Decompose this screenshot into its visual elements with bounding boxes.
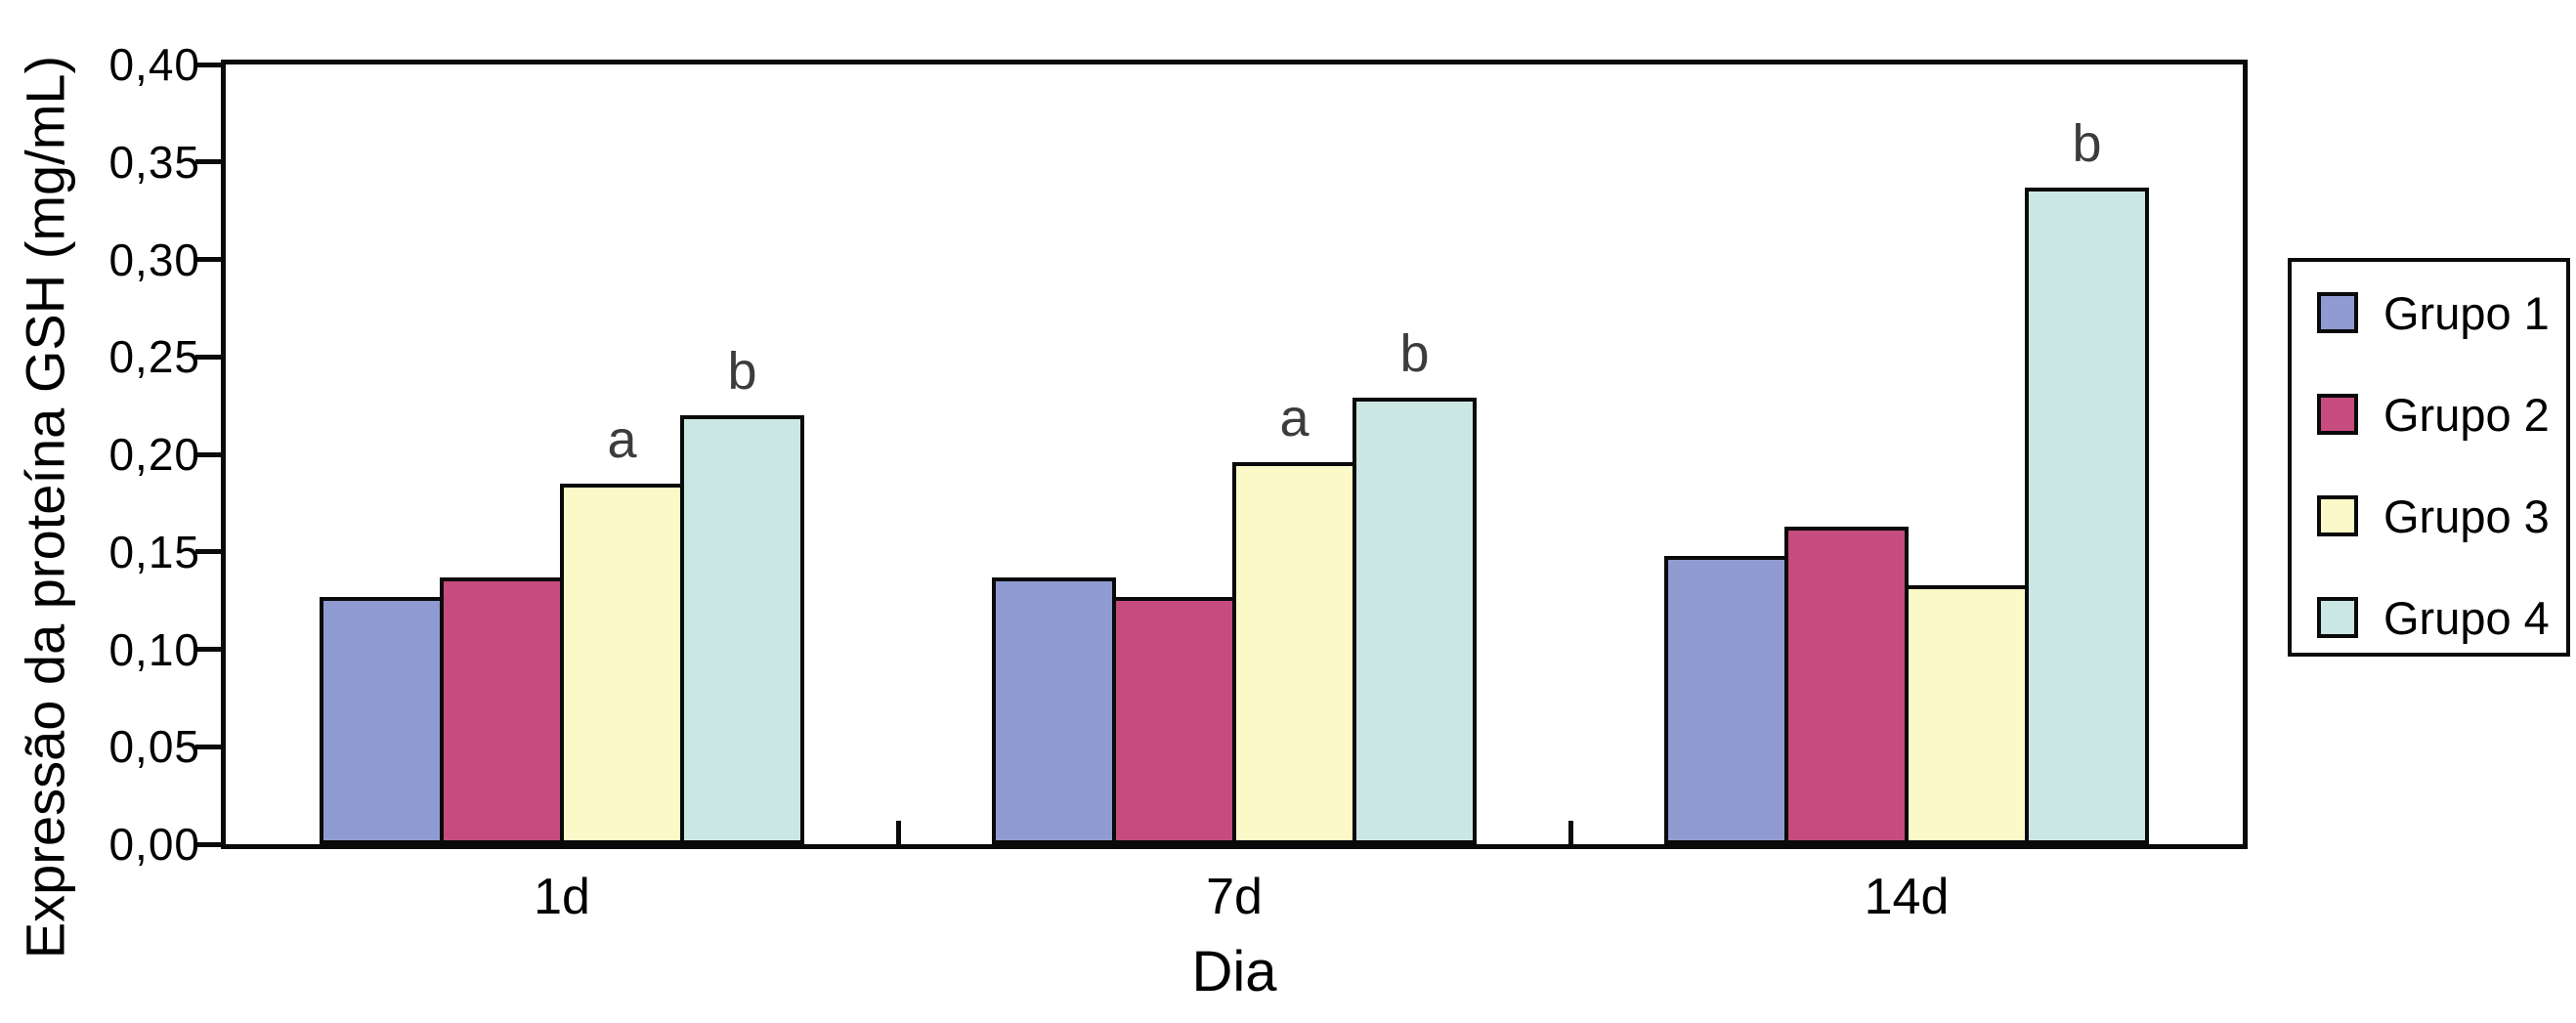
legend-label: Grupo 1: [2383, 286, 2550, 339]
y-tick-label: 0,00: [108, 819, 200, 870]
y-tick-mark: [195, 744, 221, 749]
category-separator-tick: [895, 821, 901, 844]
y-tick-label: 0,15: [108, 526, 200, 577]
category-separator-tick: [1567, 821, 1573, 844]
x-category-label: 7d: [1206, 869, 1263, 925]
y-tick-mark: [195, 159, 221, 165]
y-tick-mark: [195, 647, 221, 652]
bar-14d-grupo-2: [1784, 526, 1909, 844]
legend-swatch-grupo-1: [2317, 292, 2358, 333]
y-tick-mark: [195, 841, 221, 847]
bar-7d-grupo-3: [1232, 461, 1356, 844]
legend-swatch-grupo-4: [2317, 597, 2358, 638]
y-tick-mark: [195, 451, 221, 457]
y-tick-label: 0,05: [108, 721, 200, 773]
x-axis-title: Dia: [1191, 940, 1277, 1003]
y-tick-mark: [195, 62, 221, 67]
legend-item: Grupo 1: [2317, 286, 2566, 339]
legend-label: Grupo 2: [2383, 388, 2550, 441]
y-tick-mark: [195, 549, 221, 555]
legend-item: Grupo 3: [2317, 490, 2566, 542]
legend: Grupo 1 Grupo 2 Grupo 3 Grupo 4: [2288, 258, 2570, 657]
bar-1d-grupo-4: [680, 415, 804, 844]
bar-1d-grupo-2: [440, 576, 564, 844]
legend-swatch-grupo-2: [2317, 394, 2358, 435]
significance-letter: a: [1279, 388, 1309, 448]
bar-14d-grupo-3: [1905, 584, 2029, 844]
y-tick-label: 0,20: [108, 429, 200, 480]
significance-letter: a: [607, 409, 637, 469]
legend-label: Grupo 4: [2383, 591, 2550, 644]
legend-item: Grupo 4: [2317, 591, 2566, 644]
y-tick-label: 0,25: [108, 331, 200, 383]
significance-letter: b: [727, 342, 757, 402]
legend-label: Grupo 3: [2383, 490, 2550, 542]
significance-letter: b: [1399, 324, 1430, 384]
bar-7d-grupo-4: [1352, 398, 1477, 844]
y-tick-mark: [195, 257, 221, 262]
x-category-label: 14d: [1864, 869, 1950, 925]
bar-14d-grupo-4: [2025, 187, 2149, 844]
bar-1d-grupo-1: [320, 596, 444, 844]
y-tick-label: 0,40: [108, 39, 200, 90]
y-tick-label: 0,30: [108, 234, 200, 285]
y-tick-mark: [195, 354, 221, 360]
bar-14d-grupo-1: [1664, 555, 1788, 844]
bar-1d-grupo-3: [560, 483, 684, 844]
bar-7d-grupo-2: [1112, 596, 1236, 844]
x-category-label: 1d: [534, 869, 590, 925]
legend-item: Grupo 2: [2317, 388, 2566, 441]
y-tick-label: 0,35: [108, 136, 200, 188]
significance-letter: b: [2072, 113, 2102, 173]
bar-7d-grupo-1: [992, 576, 1116, 844]
legend-swatch-grupo-3: [2317, 495, 2358, 536]
plot-area: a b a b b: [221, 60, 2248, 849]
y-tick-label: 0,10: [108, 623, 200, 675]
